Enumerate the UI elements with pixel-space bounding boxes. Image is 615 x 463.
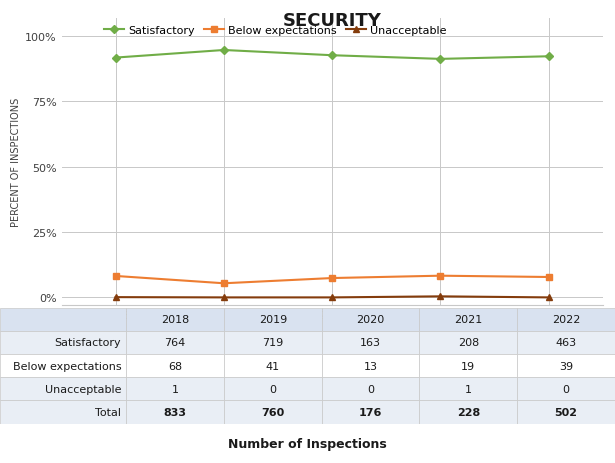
Below expectations: [545, 275, 552, 280]
Text: 13: 13: [363, 361, 378, 371]
Text: 2020: 2020: [357, 314, 384, 325]
Unacceptable: [220, 295, 228, 300]
Text: 1: 1: [172, 384, 178, 394]
Text: 176: 176: [359, 407, 383, 417]
Satisfactory: [220, 48, 228, 54]
Unacceptable: [545, 295, 552, 300]
Text: 833: 833: [164, 407, 186, 417]
Below expectations: [328, 275, 336, 281]
Text: 19: 19: [461, 361, 475, 371]
FancyBboxPatch shape: [517, 400, 615, 424]
FancyBboxPatch shape: [517, 331, 615, 354]
FancyBboxPatch shape: [419, 331, 517, 354]
Text: 0: 0: [367, 384, 374, 394]
Line: Satisfactory: Satisfactory: [113, 48, 552, 63]
Line: Below expectations: Below expectations: [113, 273, 552, 287]
Satisfactory: [545, 54, 552, 60]
FancyBboxPatch shape: [126, 377, 224, 400]
Text: 228: 228: [457, 407, 480, 417]
Text: 41: 41: [266, 361, 280, 371]
Text: Satisfactory: Satisfactory: [55, 338, 121, 348]
Unacceptable: [328, 295, 336, 300]
Unacceptable: [112, 295, 119, 300]
FancyBboxPatch shape: [126, 354, 224, 377]
Text: 760: 760: [261, 407, 284, 417]
FancyBboxPatch shape: [322, 400, 419, 424]
Text: SECURITY: SECURITY: [283, 12, 381, 30]
Text: Below expectations: Below expectations: [12, 361, 121, 371]
FancyBboxPatch shape: [0, 377, 126, 400]
Text: 1: 1: [465, 384, 472, 394]
FancyBboxPatch shape: [224, 354, 322, 377]
FancyBboxPatch shape: [419, 354, 517, 377]
FancyBboxPatch shape: [126, 331, 224, 354]
FancyBboxPatch shape: [224, 400, 322, 424]
Text: 502: 502: [555, 407, 577, 417]
Text: 0: 0: [269, 384, 276, 394]
FancyBboxPatch shape: [0, 308, 126, 331]
Y-axis label: PERCENT OF INSPECTIONS: PERCENT OF INSPECTIONS: [11, 98, 21, 226]
Legend: Satisfactory, Below expectations, Unacceptable: Satisfactory, Below expectations, Unacce…: [100, 21, 451, 40]
Below expectations: [437, 273, 444, 279]
Text: 208: 208: [458, 338, 479, 348]
Text: 719: 719: [262, 338, 284, 348]
FancyBboxPatch shape: [126, 308, 224, 331]
Text: 463: 463: [555, 338, 577, 348]
Text: 2021: 2021: [454, 314, 482, 325]
FancyBboxPatch shape: [0, 354, 126, 377]
Satisfactory: [328, 53, 336, 59]
Text: Total: Total: [95, 407, 121, 417]
Line: Unacceptable: Unacceptable: [113, 294, 552, 301]
FancyBboxPatch shape: [322, 331, 419, 354]
FancyBboxPatch shape: [0, 331, 126, 354]
Below expectations: [112, 274, 119, 279]
Text: 764: 764: [164, 338, 186, 348]
Text: Number of Inspections: Number of Inspections: [228, 437, 387, 450]
FancyBboxPatch shape: [517, 308, 615, 331]
FancyBboxPatch shape: [419, 377, 517, 400]
Below expectations: [220, 281, 228, 287]
FancyBboxPatch shape: [322, 354, 419, 377]
Satisfactory: [112, 56, 119, 61]
Unacceptable: [437, 294, 444, 300]
Text: Unacceptable: Unacceptable: [45, 384, 121, 394]
Text: 2018: 2018: [161, 314, 189, 325]
FancyBboxPatch shape: [0, 400, 126, 424]
Text: 39: 39: [559, 361, 573, 371]
Text: 0: 0: [563, 384, 569, 394]
FancyBboxPatch shape: [322, 377, 419, 400]
Satisfactory: [437, 57, 444, 63]
FancyBboxPatch shape: [224, 308, 322, 331]
FancyBboxPatch shape: [517, 354, 615, 377]
Text: 68: 68: [168, 361, 182, 371]
FancyBboxPatch shape: [126, 400, 224, 424]
FancyBboxPatch shape: [419, 308, 517, 331]
FancyBboxPatch shape: [224, 331, 322, 354]
FancyBboxPatch shape: [224, 377, 322, 400]
Text: 2022: 2022: [552, 314, 581, 325]
Text: 2019: 2019: [259, 314, 287, 325]
FancyBboxPatch shape: [419, 400, 517, 424]
FancyBboxPatch shape: [517, 377, 615, 400]
Text: 163: 163: [360, 338, 381, 348]
FancyBboxPatch shape: [322, 308, 419, 331]
